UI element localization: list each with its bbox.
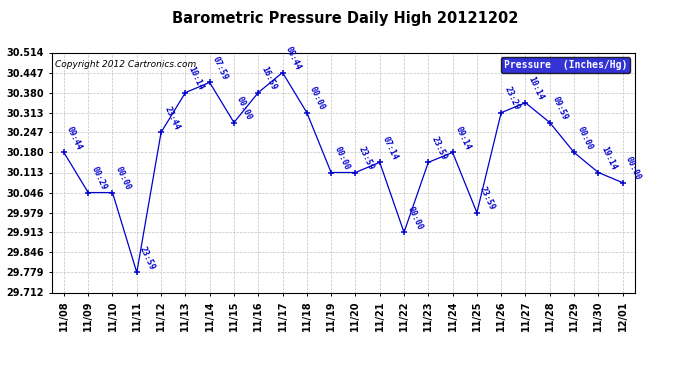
Text: Copyright 2012 Cartronics.com: Copyright 2012 Cartronics.com <box>55 60 196 69</box>
Text: 00:00: 00:00 <box>333 145 351 171</box>
Text: 00:00: 00:00 <box>624 155 642 182</box>
Text: 09:44: 09:44 <box>65 125 83 151</box>
Text: 07:14: 07:14 <box>381 135 400 161</box>
Text: 09:14: 09:14 <box>454 125 473 151</box>
Text: 00:00: 00:00 <box>235 95 254 122</box>
Legend: Pressure  (Inches/Hg): Pressure (Inches/Hg) <box>501 57 630 73</box>
Text: 00:00: 00:00 <box>405 205 424 231</box>
Text: 07:59: 07:59 <box>211 55 230 81</box>
Text: 23:59: 23:59 <box>138 245 157 271</box>
Text: 00:00: 00:00 <box>575 125 594 151</box>
Text: 09:59: 09:59 <box>551 95 570 122</box>
Text: 00:29: 00:29 <box>90 165 108 191</box>
Text: 19:14: 19:14 <box>600 145 618 171</box>
Text: 16:59: 16:59 <box>259 65 278 92</box>
Text: 23:29: 23:29 <box>502 85 521 111</box>
Text: 00:00: 00:00 <box>308 85 327 111</box>
Text: 23:59: 23:59 <box>357 145 375 171</box>
Text: 10:14: 10:14 <box>186 65 206 92</box>
Text: Barometric Pressure Daily High 20121202: Barometric Pressure Daily High 20121202 <box>172 11 518 26</box>
Text: 23:59: 23:59 <box>478 185 497 211</box>
Text: 08:44: 08:44 <box>284 45 302 71</box>
Text: 23:44: 23:44 <box>162 105 181 131</box>
Text: 23:59: 23:59 <box>429 135 448 161</box>
Text: 00:00: 00:00 <box>114 165 132 191</box>
Text: 10:14: 10:14 <box>526 75 545 102</box>
